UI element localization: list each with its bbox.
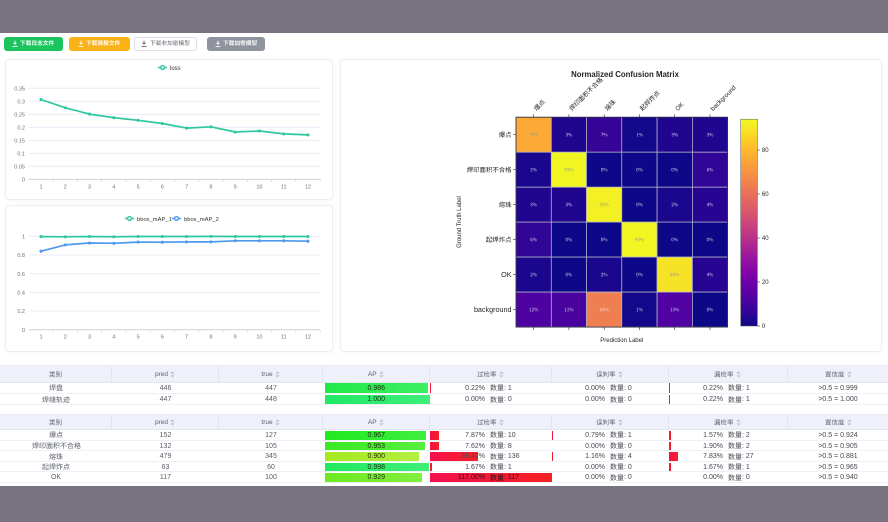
svg-text:0.8: 0.8 <box>17 253 25 259</box>
svg-text:80: 80 <box>762 148 769 154</box>
svg-text:0.25: 0.25 <box>14 113 25 119</box>
svg-text:0.15: 0.15 <box>14 139 25 145</box>
svg-text:8: 8 <box>209 335 212 341</box>
svg-text:0: 0 <box>22 178 25 184</box>
svg-text:Normalized Confusion Matrix: Normalized Confusion Matrix <box>571 70 680 79</box>
svg-text:loss: loss <box>170 66 181 72</box>
svg-text:6: 6 <box>161 335 164 341</box>
svg-text:5: 5 <box>137 185 140 191</box>
svg-text:0.2: 0.2 <box>17 126 25 132</box>
svg-text:1: 1 <box>39 185 42 191</box>
svg-text:bbox_mAP_1: bbox_mAP_1 <box>137 217 172 223</box>
svg-text:OK: OK <box>501 270 512 279</box>
svg-text:4: 4 <box>112 185 115 191</box>
svg-text:0.3: 0.3 <box>17 100 25 106</box>
svg-text:40: 40 <box>762 236 769 242</box>
svg-text:3: 3 <box>88 185 91 191</box>
svg-text:2: 2 <box>64 335 67 341</box>
svg-text:6: 6 <box>161 185 164 191</box>
svg-text:60: 60 <box>762 192 769 198</box>
svg-text:0.05: 0.05 <box>14 165 25 171</box>
svg-text:0: 0 <box>22 328 25 334</box>
svg-text:20: 20 <box>762 280 769 286</box>
svg-text:9: 9 <box>234 185 237 191</box>
svg-text:background: background <box>474 305 512 314</box>
svg-text:2: 2 <box>64 185 67 191</box>
svg-text:5: 5 <box>137 335 140 341</box>
svg-text:0.6: 0.6 <box>17 272 25 278</box>
svg-text:bbox_mAP_2: bbox_mAP_2 <box>184 217 219 223</box>
svg-text:7: 7 <box>185 335 188 341</box>
svg-text:12: 12 <box>305 335 311 341</box>
svg-text:Prediction Label: Prediction Label <box>600 338 643 344</box>
svg-text:10: 10 <box>256 185 262 191</box>
svg-text:7: 7 <box>185 185 188 191</box>
svg-text:12: 12 <box>305 185 311 191</box>
svg-text:0.35: 0.35 <box>14 87 25 93</box>
svg-text:9: 9 <box>234 335 237 341</box>
svg-text:11: 11 <box>281 185 287 191</box>
svg-text:Ground Truth Label: Ground Truth Label <box>457 196 463 248</box>
svg-text:0.4: 0.4 <box>17 291 25 297</box>
svg-text:11: 11 <box>281 335 287 341</box>
svg-text:0: 0 <box>762 324 766 330</box>
svg-text:0.1: 0.1 <box>17 152 25 158</box>
svg-text:8: 8 <box>209 185 212 191</box>
svg-text:0.2: 0.2 <box>17 309 25 315</box>
svg-text:10: 10 <box>256 335 262 341</box>
svg-text:3: 3 <box>88 335 91 341</box>
svg-text:1: 1 <box>22 235 25 241</box>
svg-text:background: background <box>709 84 738 113</box>
svg-text:4: 4 <box>112 335 115 341</box>
svg-text:1: 1 <box>39 335 42 341</box>
svg-text:OK: OK <box>674 100 686 112</box>
